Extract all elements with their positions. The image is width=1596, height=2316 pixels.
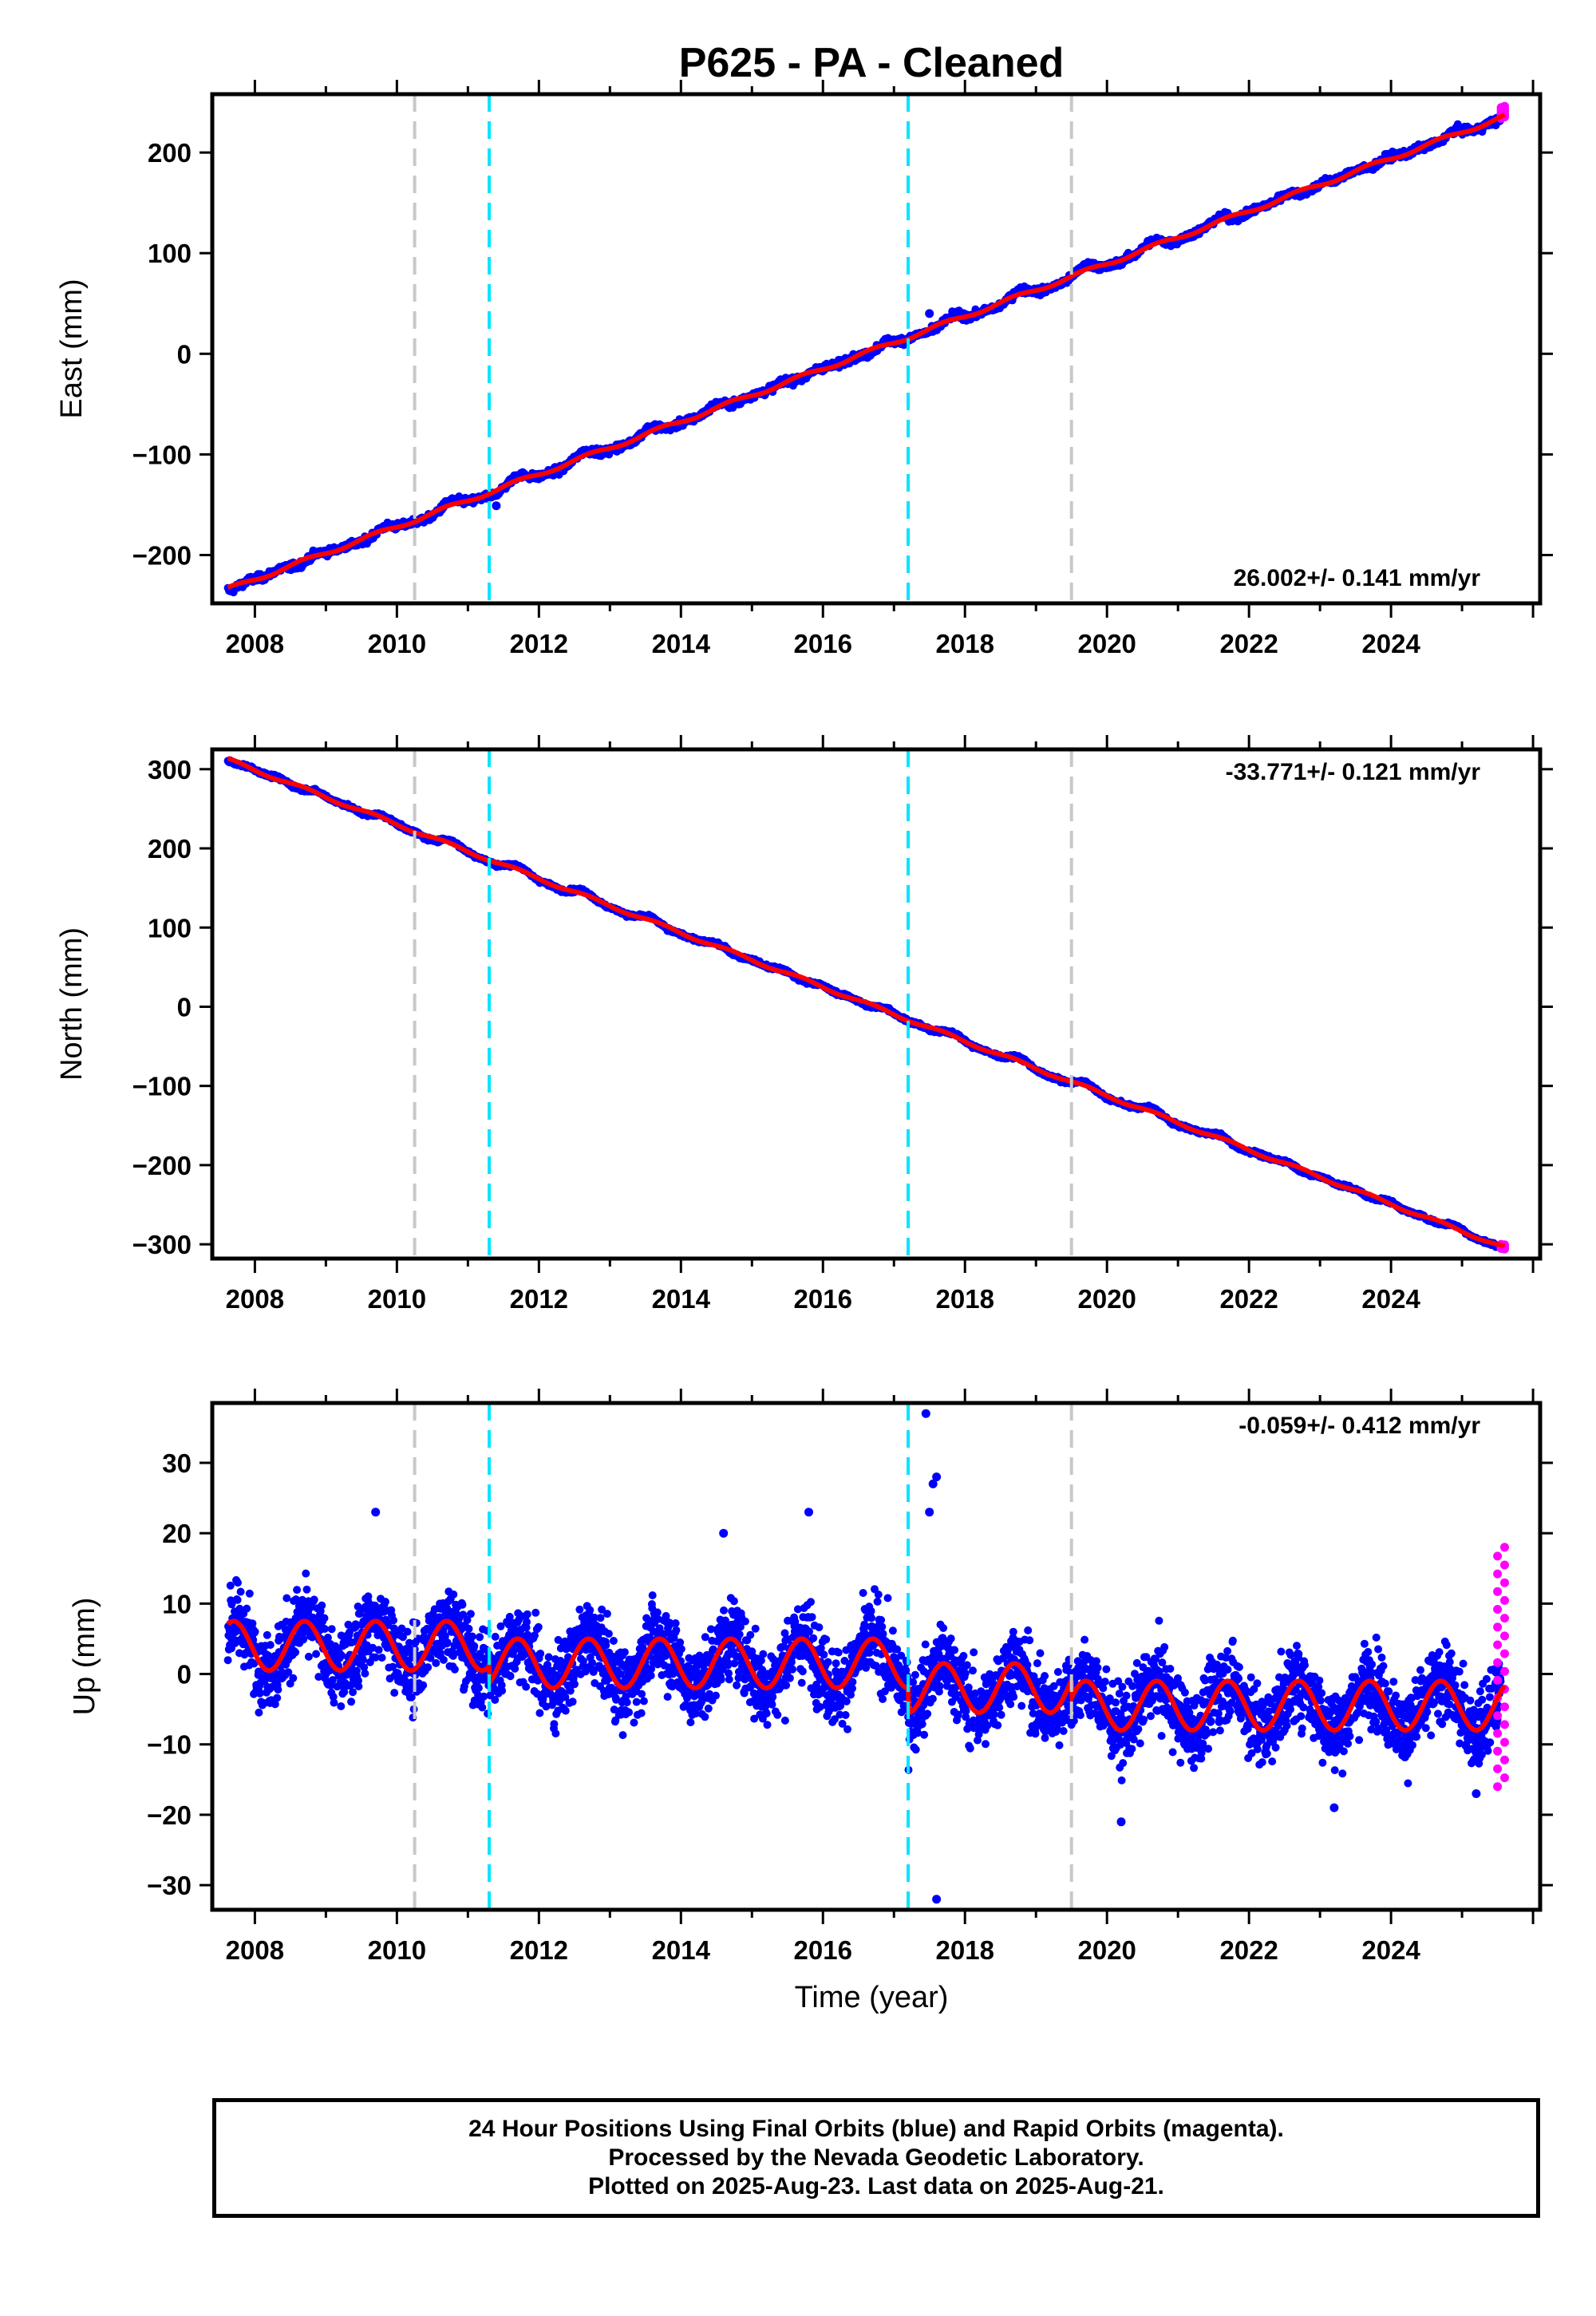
data-point <box>325 1666 334 1675</box>
x-tick-label: 2008 <box>226 629 284 658</box>
data-point <box>327 1625 336 1634</box>
x-tick-label: 2018 <box>936 1284 994 1314</box>
data-point <box>302 1569 310 1578</box>
y-tick-label: 300 <box>148 755 192 785</box>
plot-frame <box>210 747 1543 1261</box>
data-point <box>320 1625 329 1633</box>
data-point <box>226 1581 235 1590</box>
x-tick-label: 2010 <box>368 629 426 658</box>
data-point <box>293 1586 302 1595</box>
data-point <box>329 1693 338 1701</box>
data-point <box>223 1656 232 1665</box>
data-point <box>328 1676 337 1685</box>
x-tick-label: 2016 <box>794 1284 852 1314</box>
data-point <box>284 1668 293 1677</box>
data-point <box>273 1694 282 1702</box>
outlier-point <box>925 309 934 318</box>
data-point <box>299 1635 308 1644</box>
rapid-point <box>1500 101 1509 111</box>
y-tick-label: −100 <box>132 1072 192 1101</box>
data-point <box>263 1630 271 1639</box>
x-tick-label: 2024 <box>1361 629 1420 658</box>
x-tick-label: 2018 <box>936 629 994 658</box>
data-point <box>233 1595 242 1604</box>
east-panel: −200 −100 0 100 200 2008 2010 2012 2014 2016 2018 2… <box>55 80 1553 658</box>
data-point <box>250 1659 259 1668</box>
data-point <box>255 1689 264 1697</box>
x-tick-label: 2016 <box>794 629 852 658</box>
data-point <box>271 1700 279 1709</box>
x-tick-label: 2008 <box>226 1284 284 1314</box>
x-tick-label: 2024 <box>1361 1284 1420 1314</box>
data-point <box>330 1698 338 1707</box>
chart-title: P625 - PA - Cleaned <box>679 40 1065 86</box>
data-point <box>291 1595 300 1603</box>
y-tick-label: 0 <box>177 339 192 369</box>
rate-label: -33.771+/- 0.121 mm/yr <box>1226 759 1481 785</box>
data-point <box>291 1648 300 1657</box>
x-tick-label: 2020 <box>1077 1284 1136 1314</box>
data-point <box>320 1614 329 1622</box>
y-tick-label: −100 <box>132 440 192 469</box>
y-tick-label: 200 <box>148 834 192 864</box>
x-tick-label: 2020 <box>1077 629 1136 658</box>
data-point <box>227 1600 236 1609</box>
y-tick-label: 100 <box>148 913 192 943</box>
x-tick-label: 2012 <box>510 1284 568 1314</box>
y-tick-label: −200 <box>132 1151 192 1180</box>
y-axis-title: East (mm) <box>55 279 89 418</box>
data-point <box>236 1587 245 1596</box>
y-tick-label: 0 <box>177 992 192 1022</box>
data-point <box>234 1579 242 1587</box>
data-point <box>264 1651 273 1660</box>
plot-frame <box>210 92 1543 606</box>
data-point <box>255 1708 263 1717</box>
data-point <box>266 1641 275 1650</box>
data-point <box>312 1650 321 1658</box>
y-axis-title: North (mm) <box>55 927 89 1081</box>
data-point <box>245 1589 254 1598</box>
rapid-orbit-points <box>1496 101 1509 123</box>
y-tick-label: 200 <box>148 138 192 168</box>
data-point <box>323 1634 332 1642</box>
data-point <box>243 1604 251 1613</box>
model-fit-line <box>227 112 1506 590</box>
data-point <box>289 1674 298 1682</box>
data-point <box>302 1585 311 1594</box>
x-tick-label: 2022 <box>1219 629 1278 658</box>
y-tick-label: 100 <box>148 239 192 268</box>
data-point <box>274 1686 282 1694</box>
x-tick-label: 2010 <box>368 1284 426 1314</box>
y-tick-label: −300 <box>132 1230 192 1259</box>
x-tick-label: 2012 <box>510 629 568 658</box>
x-tick-label: 2014 <box>652 1284 711 1314</box>
model-fit-line <box>227 756 1506 1249</box>
data-point <box>248 1619 257 1628</box>
data-point <box>314 1673 323 1682</box>
data-point <box>318 1601 326 1610</box>
north-panel: −300 −200 −100 0 100 200 300 2008 2010 2012 2014 20… <box>55 735 1553 1314</box>
x-tick-label: 2014 <box>652 629 711 658</box>
data-point <box>304 1652 313 1661</box>
data-point <box>282 1594 291 1603</box>
rate-label: 26.002+/- 0.141 mm/yr <box>1234 565 1481 591</box>
outlier-point <box>492 501 501 511</box>
y-tick-label: −200 <box>132 540 192 570</box>
data-point <box>310 1595 318 1604</box>
data-point <box>251 1627 259 1636</box>
x-tick-label: 2022 <box>1219 1284 1278 1314</box>
